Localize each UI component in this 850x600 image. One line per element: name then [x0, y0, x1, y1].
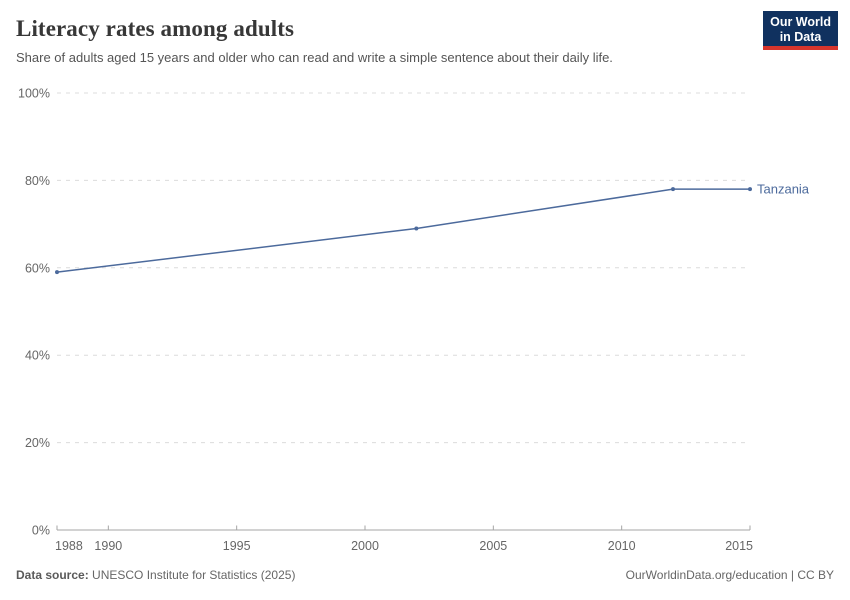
x-axis-tick-label: 2005: [479, 539, 507, 553]
x-axis-tick-label: 2010: [608, 539, 636, 553]
y-axis-tick-label: 40%: [25, 349, 50, 363]
owid-logo[interactable]: Our World in Data: [763, 11, 838, 50]
x-axis-tick-label: 1995: [223, 539, 251, 553]
y-axis-tick-label: 20%: [25, 436, 50, 450]
data-point[interactable]: [55, 270, 59, 275]
chart-footer: Data source: UNESCO Institute for Statis…: [16, 568, 834, 582]
x-axis-tick-label: 2015: [725, 539, 753, 553]
data-point[interactable]: [414, 226, 419, 231]
chart-header: Literacy rates among adults Share of adu…: [16, 14, 755, 66]
y-axis-tick-label: 100%: [18, 87, 50, 101]
data-source-label: Data source:: [16, 568, 89, 582]
owid-logo-line2: in Data: [779, 29, 822, 44]
owid-citation-link[interactable]: OurWorldinData.org/education | CC BY: [625, 568, 834, 582]
data-point[interactable]: [748, 187, 752, 192]
data-source-text: UNESCO Institute for Statistics (2025): [92, 568, 296, 582]
y-axis-tick-label: 0%: [32, 524, 50, 538]
chart-subtitle: Share of adults aged 15 years and older …: [16, 50, 613, 65]
data-source-note: Data source: UNESCO Institute for Statis…: [16, 568, 295, 582]
series-line[interactable]: [56, 188, 750, 273]
y-axis-tick-label: 60%: [25, 261, 50, 275]
x-axis-tick-label: 1990: [94, 539, 122, 553]
owid-logo-line1: Our World: [770, 15, 831, 29]
y-axis-tick-label: 80%: [25, 174, 50, 188]
data-point[interactable]: [671, 187, 675, 192]
series-entity-label[interactable]: Tanzania: [757, 182, 810, 197]
page-title: Literacy rates among adults: [16, 16, 295, 41]
x-axis-tick-label: 2000: [351, 539, 379, 553]
x-axis-tick-label: 1988: [55, 539, 83, 553]
